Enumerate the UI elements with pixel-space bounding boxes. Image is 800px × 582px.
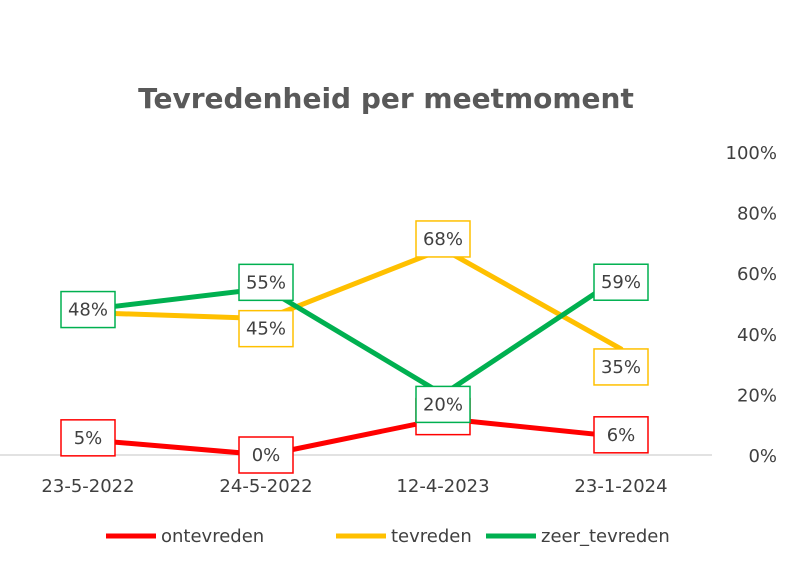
data-label-text: 6% [607, 425, 636, 446]
x-tick-label: 23-1-2024 [574, 476, 667, 497]
y-tick-label: 20% [737, 385, 777, 406]
x-tick-label: 23-5-2022 [41, 476, 134, 497]
legend: ontevreden tevreden zeer_tevreden [106, 526, 670, 547]
data-label-box [593, 348, 649, 386]
data-label-box [238, 436, 294, 474]
data-label-text: 68% [423, 229, 463, 250]
data-label-ontevreden: 0% [238, 436, 294, 474]
series-line-tevreden [85, 246, 624, 352]
y-axis: 0% 20% 40% 60% 80% 100% [726, 143, 777, 467]
data-label-text: 0% [252, 445, 281, 466]
y-tick-label: 80% [737, 204, 777, 225]
legend-label: ontevreden [161, 526, 264, 547]
series-lines [85, 246, 624, 458]
y-tick-label: 0% [748, 446, 777, 467]
data-label-box [238, 263, 294, 302]
data-label-box [60, 290, 116, 329]
legend-label: zeer_tevreden [541, 526, 670, 547]
data-label-zeer_tevreden: 59% [593, 263, 649, 301]
series-line-zeer_tevreden [85, 273, 624, 397]
data-label-zeer_tevreden: 20% [415, 385, 471, 424]
y-tick-label: 40% [737, 325, 777, 346]
x-tick-label: 24-5-2022 [219, 476, 312, 497]
data-label-text: 55% [246, 272, 286, 293]
data-label-box [593, 263, 649, 301]
data-label-tevreden: 45% [238, 309, 294, 348]
data-label-text: 45% [246, 319, 286, 340]
data-label-box [415, 385, 471, 424]
data-label-box [593, 416, 649, 454]
x-tick-label: 12-4-2023 [396, 476, 489, 497]
data-labels: 5%0%12%6%45%68%35%48%55%20%59% [60, 220, 649, 474]
data-label-text: 20% [423, 394, 463, 415]
data-label-tevreden: 35% [593, 348, 649, 386]
series-line-ontevreden [85, 416, 624, 458]
data-label-text: 59% [601, 272, 641, 293]
data-label-box [415, 220, 471, 258]
data-label-zeer_tevreden: 48% [60, 290, 116, 329]
legend-item-tevreden: tevreden [336, 526, 472, 547]
data-label-ontevreden: 5% [60, 419, 116, 457]
data-label-tevreden: 68% [415, 220, 471, 258]
chart-title: Tevredenheid per meetmoment [138, 82, 634, 115]
legend-label: tevreden [391, 526, 472, 547]
y-tick-label: 60% [737, 264, 777, 285]
data-label-ontevreden: 6% [593, 416, 649, 454]
legend-item-zeer_tevreden: zeer_tevreden [486, 526, 670, 547]
legend-item-ontevreden: ontevreden [106, 526, 264, 547]
data-label-text: 48% [68, 300, 108, 321]
data-label-text: 35% [601, 357, 641, 378]
x-axis: 23-5-2022 24-5-2022 12-4-2023 23-1-2024 [41, 476, 667, 497]
data-label-zeer_tevreden: 55% [238, 263, 294, 302]
data-label-box [238, 309, 294, 348]
y-tick-label: 100% [726, 143, 777, 164]
data-label-box [60, 419, 116, 457]
data-label-text: 5% [74, 428, 103, 449]
